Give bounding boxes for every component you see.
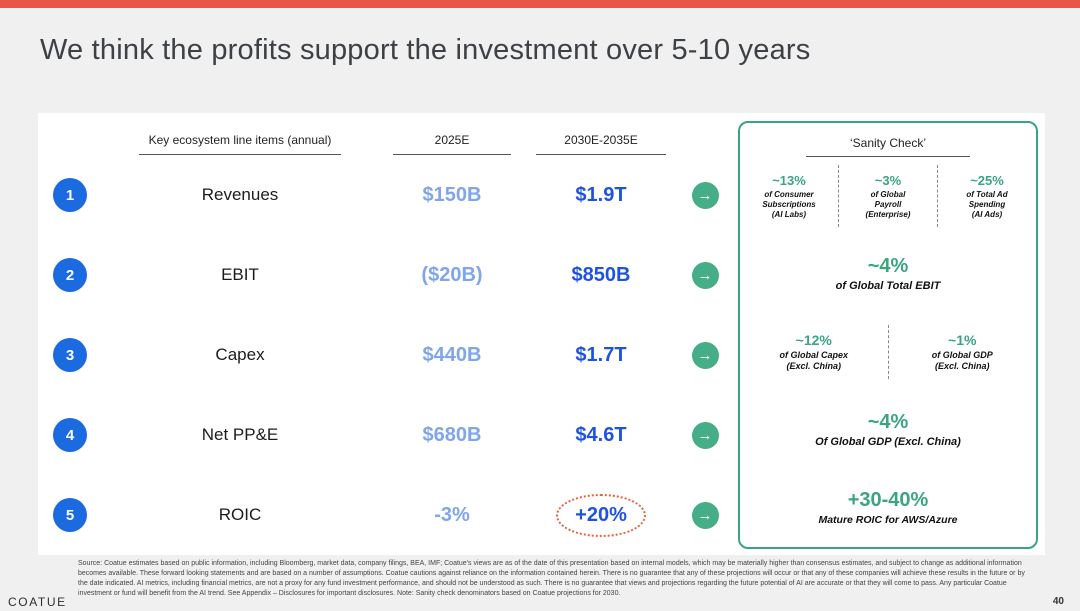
sanity-desc: of Total Ad Spending (AI Ads) <box>966 189 1008 219</box>
value-2025: $680B <box>422 423 482 446</box>
sanity-row-ebit: ~4% of Global Total EBIT <box>740 235 1036 313</box>
value-2030: +20% <box>575 503 627 526</box>
value-2025: $440B <box>422 343 482 366</box>
sanity-desc: Of Global GDP (Excl. China) <box>815 435 961 448</box>
row-number-badge: 1 <box>53 178 87 212</box>
value-2030: $1.7T <box>575 343 627 366</box>
arrow-right-icon: → <box>691 341 719 369</box>
sanity-row-capex: ~12% of Global Capex (Excl. China) ~1% o… <box>740 313 1036 391</box>
sanity-percent: ~4% <box>867 410 909 433</box>
arrow-right-icon: → <box>691 501 719 529</box>
sanity-percent: ~13% <box>772 172 806 188</box>
sanity-percent: ~25% <box>970 172 1004 188</box>
sanity-desc: of Global Payroll (Enterprise) <box>865 189 911 219</box>
dashed-divider <box>838 165 839 227</box>
sanity-desc: of Consumer Subscriptions (AI Labs) <box>762 189 816 219</box>
top-accent-bar <box>0 0 1080 8</box>
sanity-item: ~13% of Consumer Subscriptions (AI Labs) <box>740 173 838 220</box>
sanity-item: ~4% of Global Total EBIT <box>740 255 1036 294</box>
row-number-badge: 3 <box>53 338 87 372</box>
line-item-label: Capex <box>215 345 265 364</box>
sanity-desc: of Global Total EBIT <box>835 279 941 292</box>
value-2030: $850B <box>571 263 631 286</box>
line-item-label: Net PP&E <box>201 425 279 444</box>
sanity-check-panel: ‘Sanity Check’ ~13% of Consumer Subscrip… <box>738 121 1038 549</box>
header-2025: 2025E <box>378 131 526 155</box>
sanity-percent: ~12% <box>795 331 832 348</box>
line-item-label: ROIC <box>218 505 262 524</box>
arrow-right-icon: → <box>691 421 719 449</box>
sanity-percent: ~3% <box>874 172 902 188</box>
row-number-badge: 4 <box>53 418 87 452</box>
header-2030: 2030E-2035E <box>526 131 676 155</box>
value-2030: $4.6T <box>575 423 627 446</box>
value-2030: $1.9T <box>575 183 627 206</box>
dashed-divider <box>937 165 938 227</box>
row-number-badge: 5 <box>53 498 87 532</box>
sanity-item: ~25% of Total Ad Spending (AI Ads) <box>938 173 1036 220</box>
arrow-right-icon: → <box>691 261 719 289</box>
page-number: 40 <box>1052 596 1064 607</box>
sanity-check-title: ‘Sanity Check’ <box>805 136 971 157</box>
header-2025-label: 2025E <box>392 133 512 155</box>
table-header-row: Key ecosystem line items (annual) 2025E … <box>38 113 738 155</box>
arrow-right-icon: → <box>691 181 719 209</box>
roic-highlight-oval: +20% <box>556 493 646 537</box>
value-2025: $150B <box>422 183 482 206</box>
sanity-item: ~3% of Global Payroll (Enterprise) <box>839 173 937 220</box>
sanity-item: ~12% of Global Capex (Excl. China) <box>740 332 888 373</box>
line-item-label: EBIT <box>221 265 259 284</box>
sanity-percent: ~4% <box>867 254 909 277</box>
table-body: 1 Revenues $150B $1.9T → 2 EBIT ($20B) $… <box>38 155 738 555</box>
sanity-percent: ~1% <box>948 331 977 348</box>
header-2030-label: 2030E-2035E <box>536 133 666 155</box>
value-2025: ($20B) <box>421 263 483 286</box>
table-row-capex: 3 Capex $440B $1.7T → <box>38 315 738 395</box>
table-row-net-ppe: 4 Net PP&E $680B $4.6T → <box>38 395 738 475</box>
sanity-check-header: ‘Sanity Check’ <box>740 123 1036 157</box>
header-line-items-label: Key ecosystem line items (annual) <box>138 133 342 155</box>
table-row-ebit: 2 EBIT ($20B) $850B → <box>38 235 738 315</box>
sanity-row-roic: +30-40% Mature ROIC for AWS/Azure <box>740 469 1036 547</box>
dashed-divider <box>887 325 889 379</box>
value-2025: -3% <box>434 503 470 526</box>
sanity-desc: Mature ROIC for AWS/Azure <box>818 513 958 526</box>
coatue-logo: COATUE <box>8 595 67 609</box>
line-item-label: Revenues <box>201 185 279 204</box>
row-number-badge: 2 <box>53 258 87 292</box>
sanity-item: ~4% Of Global GDP (Excl. China) <box>740 411 1036 450</box>
table-row-roic: 5 ROIC -3% +20% → <box>38 475 738 555</box>
sanity-item: +30-40% Mature ROIC for AWS/Azure <box>740 489 1036 527</box>
page-title: We think the profits support the investm… <box>40 34 811 66</box>
header-line-items: Key ecosystem line items (annual) <box>102 131 378 155</box>
sanity-desc: of Global Capex (Excl. China) <box>779 349 848 371</box>
footer-disclaimer: Source: Coatue estimates based on public… <box>78 560 1025 597</box>
table-row-revenues: 1 Revenues $150B $1.9T → <box>38 155 738 235</box>
sanity-row-revenues: ~13% of Consumer Subscriptions (AI Labs)… <box>740 157 1036 235</box>
sanity-item: ~1% of Global GDP (Excl. China) <box>889 332 1037 373</box>
sanity-desc: of Global GDP (Excl. China) <box>931 349 993 371</box>
sanity-percent: +30-40% <box>847 488 929 511</box>
sanity-row-net-ppe: ~4% Of Global GDP (Excl. China) <box>740 391 1036 469</box>
table-card: Key ecosystem line items (annual) 2025E … <box>38 113 1045 555</box>
